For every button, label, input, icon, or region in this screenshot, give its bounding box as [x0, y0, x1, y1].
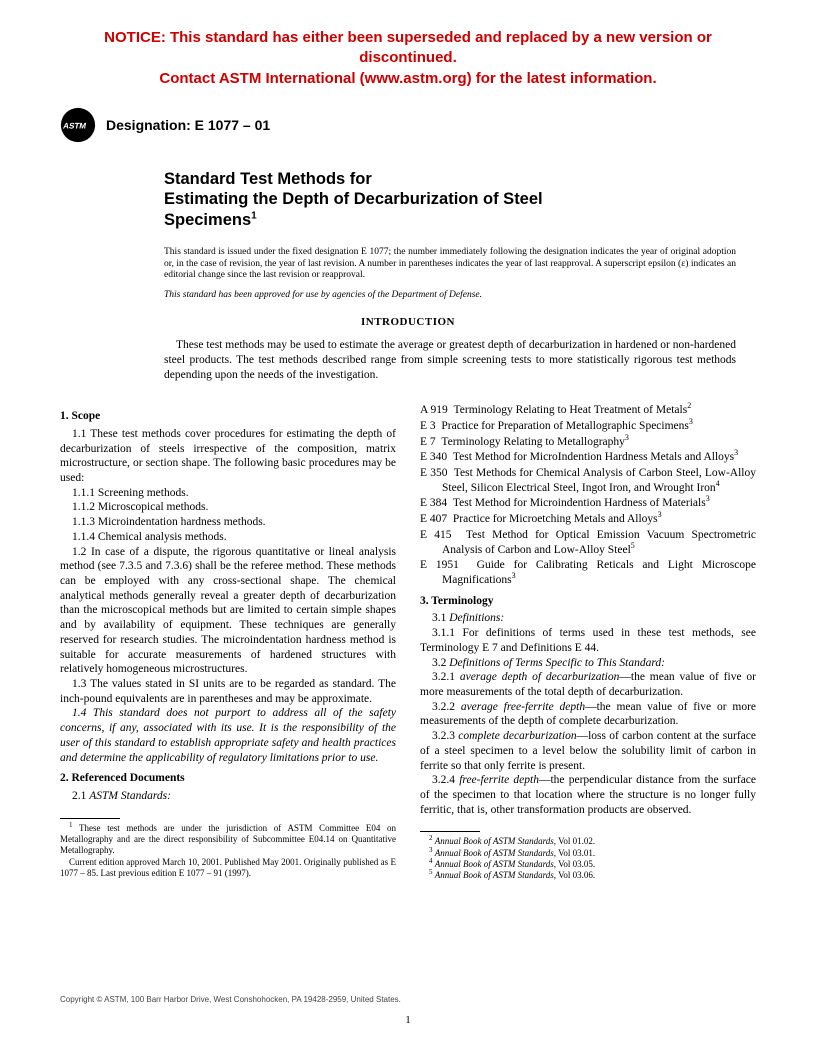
- scope-1-4-text: 1.4 This standard does not purport to ad…: [60, 707, 396, 763]
- reference-item: E 3 Practice for Preparation of Metallog…: [420, 419, 756, 434]
- reference-item: E 7 Terminology Relating to Metallograph…: [420, 435, 756, 450]
- header-row: ASTM Designation: E 1077 – 01: [60, 107, 756, 143]
- term-3-1: 3.1 Definitions:: [420, 611, 756, 626]
- scope-heading: 1. Scope: [60, 409, 396, 424]
- refs-heading: 2. Referenced Documents: [60, 771, 396, 786]
- astm-logo-icon: ASTM: [60, 107, 96, 143]
- scope-1-4: 1.4 This standard does not purport to ad…: [60, 706, 396, 765]
- definition-item: 3.2.3 complete decarburization—loss of c…: [420, 729, 756, 773]
- refs-2-1-num: 2.1: [72, 790, 89, 802]
- scope-1-1-4: 1.1.4 Chemical analysis methods.: [60, 530, 396, 545]
- reference-item: A 919 Terminology Relating to Heat Treat…: [420, 403, 756, 418]
- reference-item: E 384 Test Method for Microindention Har…: [420, 496, 756, 511]
- term-3-1-label: Definitions:: [449, 612, 504, 624]
- introduction-heading: INTRODUCTION: [60, 316, 756, 328]
- title-line3: Specimens: [164, 211, 251, 229]
- title-line1: Standard Test Methods for: [164, 170, 372, 188]
- term-3-1-num: 3.1: [432, 612, 449, 624]
- scope-1-1-1: 1.1.1 Screening methods.: [60, 486, 396, 501]
- reference-item: E 1951 Guide for Calibrating Reticals an…: [420, 558, 756, 587]
- scope-1-2: 1.2 In case of a dispute, the rigorous q…: [60, 545, 396, 677]
- term-3-2-label: Definitions of Terms Specific to This St…: [449, 657, 665, 669]
- scope-1-3: 1.3 The values stated in SI units are to…: [60, 677, 396, 706]
- left-column: 1. Scope 1.1 These test methods cover pr…: [60, 403, 396, 881]
- reference-list: A 919 Terminology Relating to Heat Treat…: [420, 403, 756, 588]
- scope-1-1-3: 1.1.3 Microindentation hardness methods.: [60, 515, 396, 530]
- footnote-item: 5 Annual Book of ASTM Standards, Vol 03.…: [420, 870, 756, 881]
- term-3-1-1: 3.1.1 For definitions of terms used in t…: [420, 626, 756, 655]
- fn1-text: These test methods are under the jurisdi…: [60, 823, 396, 856]
- footnote-1b: Current edition approved March 10, 2001.…: [60, 857, 396, 880]
- footnotes-right: 2 Annual Book of ASTM Standards, Vol 01.…: [420, 836, 756, 881]
- fn1-sup: 1: [69, 821, 73, 829]
- footnote-1: 1 These test methods are under the juris…: [60, 823, 396, 857]
- footnote-rule-right: [420, 831, 480, 832]
- footnote-rule-left: [60, 818, 120, 819]
- right-column: A 919 Terminology Relating to Heat Treat…: [420, 403, 756, 881]
- scope-1-1: 1.1 These test methods cover procedures …: [60, 427, 396, 486]
- reference-item: E 350 Test Methods for Chemical Analysis…: [420, 466, 756, 495]
- designation-label: Designation: E 1077 – 01: [106, 117, 270, 133]
- supersession-notice: NOTICE: This standard has either been su…: [60, 28, 756, 89]
- reference-item: E 415 Test Method for Optical Emission V…: [420, 528, 756, 557]
- footnote-item: 2 Annual Book of ASTM Standards, Vol 01.…: [420, 836, 756, 847]
- scope-1-1-2: 1.1.2 Microscopical methods.: [60, 500, 396, 515]
- document-title: Standard Test Methods for Estimating the…: [164, 169, 756, 231]
- dod-approval-note: This standard has been approved for use …: [164, 290, 756, 300]
- refs-2-1-label: ASTM Standards:: [89, 790, 171, 802]
- issuance-note: This standard is issued under the fixed …: [164, 247, 736, 283]
- notice-line1: NOTICE: This standard has either been su…: [104, 29, 712, 66]
- refs-2-1: 2.1 ASTM Standards:: [60, 789, 396, 804]
- term-3-2: 3.2 Definitions of Terms Specific to Thi…: [420, 656, 756, 671]
- term-3-2-num: 3.2: [432, 657, 449, 669]
- definition-item: 3.2.1 average depth of decarburization—t…: [420, 670, 756, 699]
- definition-item: 3.2.2 average free-ferrite depth—the mea…: [420, 700, 756, 729]
- footnote-item: 3 Annual Book of ASTM Standards, Vol 03.…: [420, 848, 756, 859]
- definitions-list: 3.2.1 average depth of decarburization—t…: [420, 670, 756, 817]
- copyright-line: Copyright © ASTM, 100 Barr Harbor Drive,…: [60, 995, 401, 1004]
- footnote-item: 4 Annual Book of ASTM Standards, Vol 03.…: [420, 859, 756, 870]
- notice-line2: Contact ASTM International (www.astm.org…: [159, 70, 656, 87]
- page-number: 1: [0, 1014, 816, 1026]
- title-sup: 1: [251, 211, 257, 222]
- reference-item: E 340 Test Method for MicroIndention Har…: [420, 450, 756, 465]
- svg-text:ASTM: ASTM: [62, 121, 87, 130]
- title-line2: Estimating the Depth of Decarburization …: [164, 190, 543, 208]
- term-heading: 3. Terminology: [420, 594, 756, 609]
- definition-item: 3.2.4 free-ferrite depth—the perpendicul…: [420, 773, 756, 817]
- two-column-body: 1. Scope 1.1 These test methods cover pr…: [60, 403, 756, 881]
- introduction-body: These test methods may be used to estima…: [164, 338, 736, 383]
- reference-item: E 407 Practice for Microetching Metals a…: [420, 512, 756, 527]
